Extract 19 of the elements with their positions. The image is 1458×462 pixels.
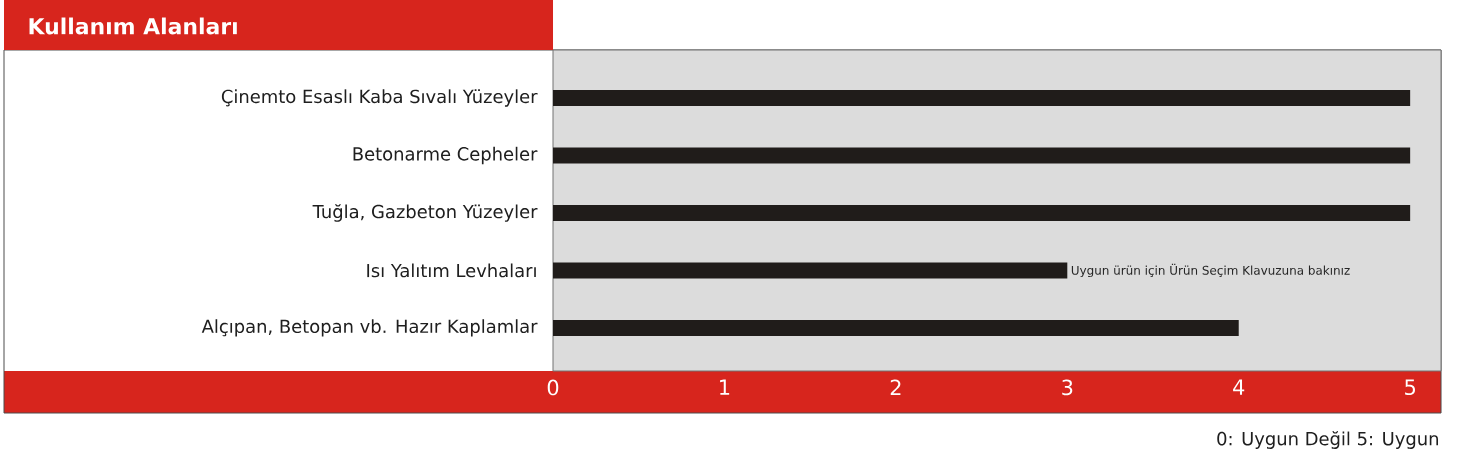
bar	[553, 262, 1068, 279]
x-tick-label: 2	[890, 379, 901, 396]
x-tick-label: 0	[547, 379, 559, 396]
bar	[553, 204, 1411, 221]
bar	[553, 147, 1411, 164]
text: 0: Uygun Değil 5: Uygun	[1217, 431, 1438, 449]
x-tick-label: 3	[1062, 379, 1073, 396]
bar	[553, 319, 1239, 336]
y-tick-label: Çinemto Esaslı Kaba Sıvalı Yüzeyler	[221, 89, 538, 107]
x-tick-label: 5	[1405, 379, 1415, 396]
y-tick-label: Tuğla, Gazbeton Yüzeyler	[312, 204, 538, 222]
annotation: Uygun ürün için Ürün Seçim Klavuzuna bakınız	[1071, 263, 1350, 278]
y-tick-label: Isı Yalıtım Levhaları	[367, 263, 536, 278]
x-tick-label: 4	[1233, 379, 1245, 395]
y-tick-label: Betonarme Cepheler	[353, 146, 538, 165]
bar	[553, 89, 1411, 106]
y-tick-label: Alçıpan, Betopan vb. Hazır Kaplamlar	[201, 319, 538, 337]
x-tick-label: 1	[720, 379, 730, 395]
text: Kullanım Alanları	[29, 17, 237, 35]
